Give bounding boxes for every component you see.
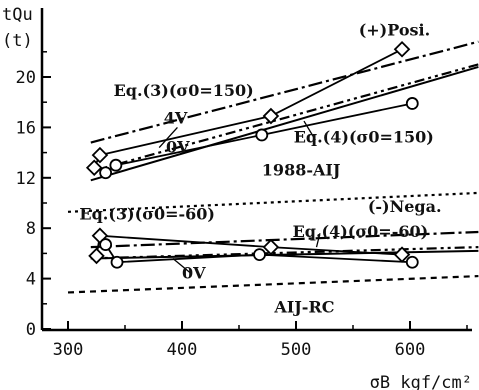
annotation-label: Eq.(4)(σ0=150) (294, 128, 434, 147)
circle-marker (255, 128, 269, 142)
annotation-leader (315, 233, 321, 248)
x-tick-label: 300 (53, 340, 84, 360)
series-line (67, 191, 479, 213)
annotation-leader (303, 120, 316, 141)
annotation-label: Eq.(4)(σ0=-60) (293, 222, 429, 241)
annotation-label: 1988-AIJ (262, 160, 341, 179)
diamond-marker (85, 159, 103, 176)
annotation-label: 0V (182, 264, 206, 283)
y-tick-label: 4 (26, 270, 36, 290)
diamond-marker (262, 238, 280, 256)
series-line (90, 230, 479, 249)
circle-marker (99, 166, 113, 180)
series-line (90, 65, 479, 182)
y-tick-label: 12 (16, 169, 36, 189)
series-line (90, 249, 479, 260)
circle-marker (110, 255, 124, 269)
annotation-label: 4V (164, 109, 188, 128)
series-line (90, 40, 479, 144)
x-axis-label: σB kgf/cm² (370, 373, 472, 390)
annotation-label: (-)Nega. (368, 197, 442, 216)
annotation-label: AIJ-RC (273, 298, 334, 317)
y-tick-label: 8 (26, 219, 36, 239)
annotation-label: Eq.(3)(σ0=150) (114, 81, 254, 100)
annotation-label: 0V (166, 138, 190, 157)
x-tick-label: 400 (167, 340, 198, 360)
y-axis-unit: (t) (2, 31, 33, 51)
series-connector-line (93, 48, 403, 169)
circle-marker (253, 248, 266, 262)
series-line (67, 274, 479, 294)
diamond-marker (393, 41, 411, 58)
y-tick-label: 16 (16, 118, 36, 138)
diamond-marker (91, 146, 109, 164)
annotation-leader (172, 257, 192, 275)
x-tick-label: 600 (395, 340, 426, 360)
circle-marker (109, 158, 123, 172)
circle-marker (99, 238, 113, 251)
annotation-label: (+)Posi. (359, 20, 430, 39)
annotation-leader (158, 126, 178, 148)
y-axis-label: tQu (2, 5, 33, 25)
x-tick-label: 500 (281, 340, 312, 360)
diamond-marker (88, 247, 105, 265)
y-tick-label: 0 (26, 320, 36, 340)
circle-marker (405, 255, 419, 269)
series-connector-line (95, 234, 403, 257)
annotation-label: Eq.(3)(σ0=-60) (79, 204, 215, 223)
circle-marker (405, 97, 419, 110)
y-tick-label: 20 (16, 68, 36, 88)
series-connector-line (104, 244, 413, 264)
series-line (90, 63, 479, 173)
diamond-marker (262, 107, 280, 125)
